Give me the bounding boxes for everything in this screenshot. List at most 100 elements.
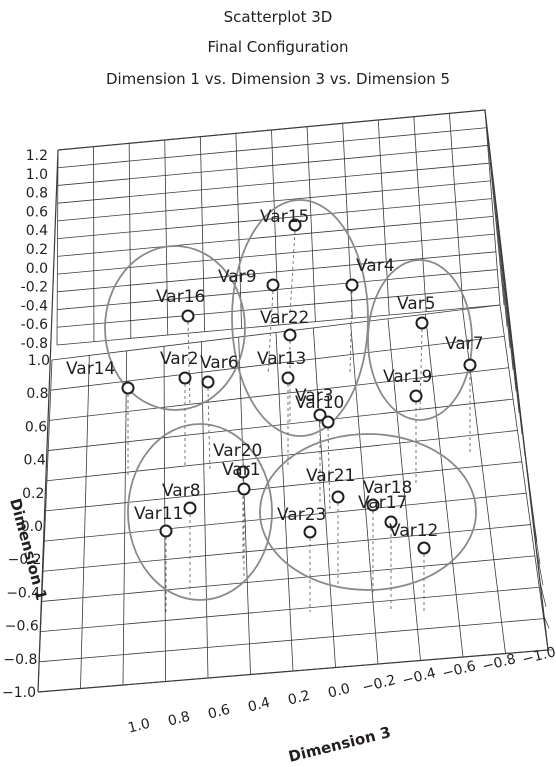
data-point-marker [303, 525, 317, 539]
tick-label-back: 0.4 [26, 223, 48, 239]
data-point-marker [288, 218, 302, 232]
data-point-marker [283, 328, 297, 342]
chart-dimensions-caption: Dimension 1 vs. Dimension 3 vs. Dimensio… [105, 70, 451, 88]
drop-line [289, 230, 296, 316]
data-point-label: Var16 [156, 287, 205, 307]
grid-line [377, 119, 390, 316]
tick-label-left: −0.2 [8, 552, 42, 568]
chart-subtitle: Final Configuration [207, 38, 349, 56]
data-point-marker [463, 358, 477, 372]
data-point-marker [321, 415, 335, 429]
data-point-marker [237, 482, 251, 496]
data-point-marker [415, 316, 429, 330]
tick-label-front: −0.4 [401, 665, 438, 689]
drop-line [267, 290, 274, 376]
data-point-label: Var11 [134, 504, 183, 524]
cluster-ellipse [127, 423, 273, 601]
tick-label-front: 0.8 [166, 709, 191, 730]
tick-label-back: -0.8 [21, 336, 48, 352]
tick-label-back: 1.0 [26, 167, 48, 183]
tick-label-front: 0.2 [286, 688, 311, 709]
data-point-label: Var21 [306, 466, 355, 486]
cluster-ellipse [259, 433, 477, 591]
tick-label-front: 0.0 [326, 681, 351, 702]
grid-line [499, 304, 549, 651]
data-point-marker [159, 524, 173, 538]
tick-label-back: -0.6 [21, 317, 48, 333]
tick-label-left: 0.0 [21, 519, 43, 535]
tick-label-left: 0.8 [26, 386, 48, 402]
data-point-label: Var1 [222, 460, 261, 480]
data-point-marker [313, 408, 327, 422]
data-point-marker [281, 371, 295, 385]
drop-line [349, 290, 353, 376]
data-point-marker [417, 541, 431, 555]
grid-line [306, 126, 316, 322]
data-point-label: Var9 [218, 267, 257, 287]
tick-label-left: −0.8 [3, 652, 37, 668]
data-point-label: Var10 [295, 393, 344, 413]
data-point-label: Var12 [389, 521, 438, 541]
data-point-marker [121, 381, 135, 395]
tick-label-back: 0.0 [26, 261, 48, 277]
grid-line [350, 323, 379, 665]
data-point-label: Var23 [277, 505, 326, 525]
cluster-ellipse [231, 199, 369, 437]
drop-line [419, 328, 423, 414]
tick-label-left: −0.6 [5, 619, 39, 635]
data-point-label: Var18 [363, 478, 412, 498]
tick-label-back: 0.6 [26, 204, 48, 220]
data-point-label: Var13 [257, 349, 306, 369]
data-point-label: Var4 [356, 256, 395, 276]
data-point-label: Var19 [383, 367, 432, 387]
grid-line [312, 327, 336, 668]
data-point-label: Var2 [160, 349, 199, 369]
data-point-marker [266, 278, 280, 292]
data-point-label: Var6 [200, 353, 239, 373]
grid-line [387, 318, 421, 661]
tick-label-front: 0.4 [246, 695, 272, 716]
grid-line [484, 109, 501, 306]
data-point-marker [409, 389, 423, 403]
data-point-label: Var22 [260, 308, 309, 328]
tick-label-back: 0.8 [26, 186, 48, 202]
tick-label-back: 1.2 [26, 148, 48, 164]
data-point-marker [236, 465, 250, 479]
data-point-label: Var3 [295, 386, 334, 406]
tick-label-left: −1.0 [2, 685, 36, 701]
grid-line [238, 337, 251, 675]
tick-labels-layer: 1.21.00.80.60.40.20.0-0.2-0.4-0.6-0.81.0… [2, 148, 556, 737]
data-point-marker [201, 375, 215, 389]
tick-label-back: -0.2 [21, 280, 48, 296]
data-point-label: Var15 [260, 207, 309, 227]
data-point-label: Var20 [213, 441, 262, 461]
frame-edge [37, 649, 549, 693]
grid-line [200, 341, 209, 679]
drop-line [207, 387, 211, 473]
cluster-layer [104, 199, 477, 601]
grid-line [413, 116, 427, 312]
grid-line [235, 133, 242, 329]
data-point-label: Var14 [66, 359, 115, 379]
tick-label-left: 0.4 [24, 453, 46, 469]
grid-line [449, 113, 464, 309]
tick-label-front: 1.0 [126, 716, 151, 737]
data-point-marker [345, 278, 359, 292]
grid-line [275, 332, 294, 672]
tick-label-back: 0.2 [26, 242, 48, 258]
grid-layer [37, 109, 552, 693]
tick-label-left: 0.6 [25, 419, 47, 435]
drop-lines-layer [127, 230, 471, 612]
tick-label-front: −0.2 [361, 672, 398, 696]
frame-edge [57, 109, 549, 651]
drop-line [187, 321, 191, 407]
data-point-marker [331, 490, 345, 504]
grid-line [128, 143, 132, 339]
data-point-marker [181, 309, 195, 323]
points-layer: Var15 Var9 Var4 Var16 Var22 Var5 Var7 Var14 Var2… [66, 207, 484, 555]
tick-label-front: −1.0 [521, 644, 556, 668]
data-point-marker [183, 501, 197, 515]
grid-line [56, 149, 59, 346]
data-point-marker [366, 498, 380, 512]
